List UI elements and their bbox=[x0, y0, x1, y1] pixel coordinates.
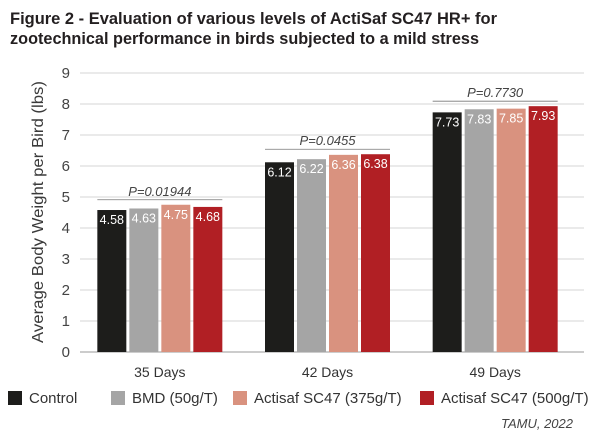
bar-control-42-days bbox=[265, 162, 294, 352]
p-value-annotations: P=0.01944 P=0.0455 P=0.7730 bbox=[97, 85, 558, 201]
chart-title-line-1: Figure 2 - Evaluation of various levels … bbox=[10, 9, 497, 28]
legend-swatch-actisaf-sc47-375g-t bbox=[233, 391, 247, 405]
data-label-actisaf-sc47-375g-t-42-days: 6.36 bbox=[331, 158, 355, 172]
bar-bmd-50g-t-42-days bbox=[297, 159, 326, 352]
y-tick-label-1: 1 bbox=[62, 313, 70, 330]
y-tick-label-5: 5 bbox=[62, 189, 70, 206]
y-tick-label-2: 2 bbox=[62, 282, 70, 299]
legend-label-actisaf-sc47-500g-t: Actisaf SC47 (500g/T) bbox=[441, 390, 589, 407]
source-note: TAMU, 2022 bbox=[501, 416, 574, 431]
legend-item-control: Control bbox=[8, 390, 77, 407]
bar-control-35-days bbox=[97, 210, 127, 352]
legend-swatch-control bbox=[8, 391, 22, 405]
data-labels: 4.58 4.63 4.75 4.68 6.12 6.22 6.36 6.38 7.73 7.83… bbox=[100, 109, 556, 227]
legend-label-control: Control bbox=[29, 390, 77, 407]
p-value-label-42-days: P=0.0455 bbox=[299, 133, 356, 148]
bar-actisaf-sc47-500g-t-42-days bbox=[361, 154, 390, 352]
bars bbox=[97, 106, 558, 353]
data-label-bmd-50g-t-42-days: 6.22 bbox=[299, 162, 323, 176]
x-tick-label-49-days: 49 Days bbox=[469, 364, 520, 380]
y-tick-label-7: 7 bbox=[62, 127, 70, 144]
bar-bmd-50g-t-35-days bbox=[129, 208, 159, 352]
y-tick-label-8: 8 bbox=[62, 96, 70, 113]
x-tick-label-42-days: 42 Days bbox=[302, 364, 353, 380]
data-label-actisaf-sc47-500g-t-49-days: 7.93 bbox=[531, 109, 555, 123]
y-tick-label-0: 0 bbox=[62, 344, 70, 361]
bar-control-49-days bbox=[432, 112, 462, 353]
legend-label-actisaf-sc47-375g-t: Actisaf SC47 (375g/T) bbox=[254, 390, 402, 407]
legend: Control BMD (50g/T) Actisaf SC47 (375g/T) A… bbox=[8, 390, 589, 407]
bar-actisaf-sc47-375g-t-35-days bbox=[161, 204, 191, 352]
legend-swatch-bmd-50g-t bbox=[111, 391, 125, 405]
data-label-bmd-50g-t-49-days: 7.83 bbox=[467, 112, 491, 126]
p-value-label-35-days: P=0.01944 bbox=[128, 184, 191, 199]
chart-title-line-2: zootechnical performance in birds subjec… bbox=[10, 29, 479, 48]
x-tick-label-35-days: 35 Days bbox=[134, 364, 185, 380]
data-label-actisaf-sc47-375g-t-49-days: 7.85 bbox=[499, 112, 523, 126]
x-tick-labels: 35 Days 42 Days 49 Days bbox=[134, 364, 521, 380]
legend-item-actisaf-sc47-500g-t: Actisaf SC47 (500g/T) bbox=[420, 390, 589, 407]
data-label-actisaf-sc47-500g-t-42-days: 6.38 bbox=[363, 157, 387, 171]
bar-actisaf-sc47-500g-t-35-days bbox=[193, 206, 223, 352]
y-tick-label-6: 6 bbox=[62, 158, 70, 175]
bar-actisaf-sc47-375g-t-49-days bbox=[496, 108, 526, 353]
legend-item-actisaf-sc47-375g-t: Actisaf SC47 (375g/T) bbox=[233, 390, 402, 407]
y-axis-label: Average Body Weight per Bird (lbs) bbox=[30, 81, 47, 343]
bar-actisaf-sc47-375g-t-42-days bbox=[329, 154, 358, 352]
data-label-control-42-days: 6.12 bbox=[267, 165, 291, 179]
data-label-actisaf-sc47-500g-t-35-days: 4.68 bbox=[196, 210, 220, 224]
data-label-control-35-days: 4.58 bbox=[100, 213, 124, 227]
y-tick-label-3: 3 bbox=[62, 251, 70, 268]
legend-label-bmd-50g-t: BMD (50g/T) bbox=[132, 390, 218, 407]
data-label-control-49-days: 7.73 bbox=[435, 115, 459, 129]
y-tick-label-9: 9 bbox=[62, 65, 70, 82]
bar-actisaf-sc47-500g-t-49-days bbox=[528, 106, 558, 352]
p-value-label-49-days: P=0.7730 bbox=[467, 85, 524, 100]
y-tick-label-4: 4 bbox=[62, 220, 70, 237]
bar-bmd-50g-t-49-days bbox=[464, 109, 494, 353]
y-tick-labels: 0 1 2 3 4 5 6 7 8 9 bbox=[62, 65, 70, 361]
legend-item-bmd-50g-t: BMD (50g/T) bbox=[111, 390, 218, 407]
data-label-bmd-50g-t-35-days: 4.63 bbox=[132, 211, 156, 225]
data-label-actisaf-sc47-375g-t-35-days: 4.75 bbox=[164, 208, 188, 222]
legend-swatch-actisaf-sc47-500g-t bbox=[420, 391, 434, 405]
